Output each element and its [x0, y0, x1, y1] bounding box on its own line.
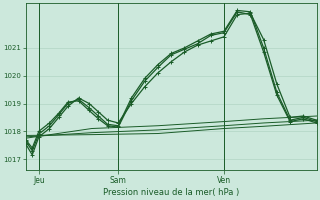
X-axis label: Pression niveau de la mer( hPa ): Pression niveau de la mer( hPa )	[103, 188, 239, 197]
